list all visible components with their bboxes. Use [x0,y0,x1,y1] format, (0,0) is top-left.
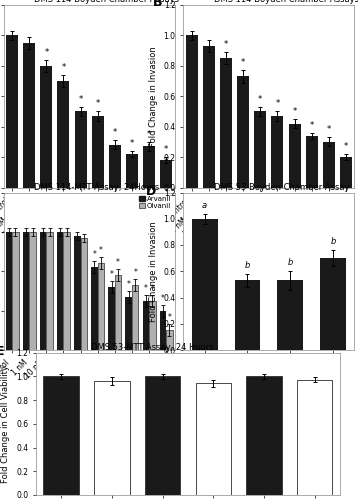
Text: B: B [153,0,162,9]
Bar [12,232,19,428]
Bar [74,112,87,188]
Bar [47,232,53,428]
Bar [149,301,156,428]
Bar [160,310,166,428]
Text: *: * [116,258,120,268]
Bar [340,157,352,188]
Bar [98,264,104,428]
Text: *: * [164,145,168,154]
Text: *: * [326,126,331,134]
Text: *: * [110,270,113,279]
Bar [63,232,70,428]
Bar [271,116,284,188]
Text: E: E [0,346,5,358]
Text: *: * [127,280,131,289]
Bar [29,232,36,428]
Bar [237,76,249,188]
Text: *: * [147,130,151,139]
Bar [23,43,35,188]
Text: *: * [258,95,262,104]
Text: *: * [224,40,228,49]
Bar [43,376,79,495]
Bar [203,46,215,188]
Bar [297,380,333,495]
Bar [234,280,260,350]
Bar [277,280,303,350]
Text: b: b [330,238,336,246]
Bar [220,58,232,188]
Bar [289,124,300,188]
Bar [320,258,346,350]
Text: *: * [99,246,103,256]
Text: *: * [133,268,137,277]
Text: *: * [130,139,134,148]
Bar [166,330,173,428]
Bar [192,219,218,350]
Text: DMS 114-Boyden Chamber Assays: DMS 114-Boyden Chamber Assays [214,0,358,4]
Text: b: b [245,261,250,270]
Text: *: * [168,314,171,322]
Bar [57,232,63,428]
Bar [145,376,180,495]
Bar [109,145,121,188]
Bar [142,301,149,428]
Bar [143,146,155,188]
Text: b: b [287,258,293,268]
Bar [195,384,231,495]
Bar [92,116,104,188]
Bar [23,232,29,428]
Text: *: * [113,128,117,138]
Bar [40,66,52,188]
Bar [6,232,12,428]
Text: *: * [150,284,154,293]
Text: *: * [275,100,280,108]
Bar [254,112,266,188]
Bar [323,142,335,188]
Text: *: * [344,142,348,151]
Text: *: * [78,95,83,104]
Y-axis label: Fold Change in Invasion: Fold Change in Invasion [149,221,158,322]
Text: DMS 114-MTT Assay, 24Hours: DMS 114-MTT Assay, 24Hours [34,182,160,192]
Bar [91,268,98,428]
Text: *: * [292,107,297,116]
Text: *: * [144,284,148,293]
Bar [6,36,18,188]
Bar [58,81,69,188]
Bar [160,160,172,188]
Bar [186,36,198,188]
Text: *: * [241,58,245,68]
Bar [94,381,130,495]
Bar [108,287,115,428]
Text: D: D [146,184,156,198]
Text: DMS 53-MTT Assay, 24 Hours: DMS 53-MTT Assay, 24 Hours [91,342,213,351]
Text: *: * [96,100,100,108]
Legend: Arvanil, Olvanil: Arvanil, Olvanil [139,196,171,209]
Text: *: * [161,294,165,302]
Bar [246,376,282,495]
Bar [306,136,318,188]
Bar [115,275,121,428]
Text: DMS 53-Boyden Chamber Assay: DMS 53-Boyden Chamber Assay [214,182,349,192]
Text: DMS 114-Boyden Chamber Assays: DMS 114-Boyden Chamber Assays [34,0,179,4]
Bar [40,232,47,428]
Bar [74,236,81,428]
Text: *: * [310,120,314,130]
Y-axis label: Fold Change in Invasion: Fold Change in Invasion [149,46,158,146]
Text: a: a [202,200,207,209]
Bar [132,285,139,428]
Bar [125,297,132,428]
Y-axis label: Fold Change in Cell Viability: Fold Change in Cell Viability [1,365,10,482]
Bar [126,154,138,188]
Bar [81,238,87,428]
Text: *: * [92,250,96,260]
Text: *: * [44,48,48,56]
Text: *: * [61,63,66,72]
